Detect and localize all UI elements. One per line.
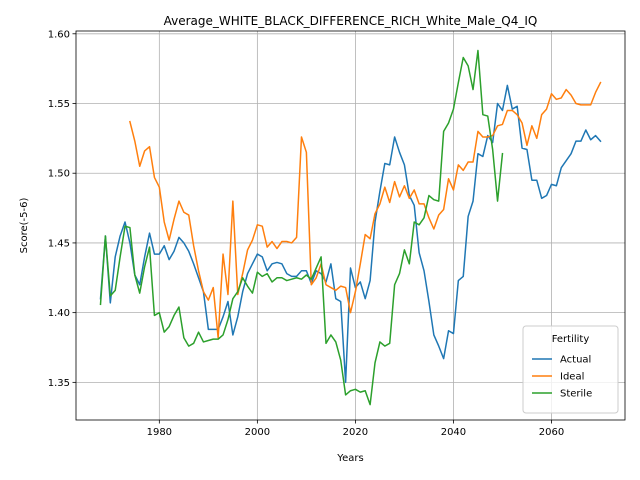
x-tick-label: 2060 [539, 427, 564, 438]
x-tick-label: 2020 [343, 427, 368, 438]
y-axis: 1.35 1.40 1.45 1.50 1.55 1.60 [48, 29, 76, 389]
x-tick-label: 2000 [245, 427, 270, 438]
y-tick-label: 1.35 [48, 378, 70, 389]
x-axis: 1980 2000 2020 2040 2060 [147, 420, 564, 438]
y-tick-label: 1.60 [48, 29, 70, 40]
series-line-actual [99, 84, 602, 384]
x-axis-label: Years [336, 453, 363, 464]
chart-title: Average_WHITE_BLACK_DIFFERENCE_RICH_Whit… [164, 14, 538, 28]
legend-label-ideal: Ideal [560, 372, 584, 383]
series-layer [99, 49, 602, 406]
legend-label-sterile: Sterile [560, 389, 592, 400]
legend-label-actual: Actual [560, 355, 591, 366]
series-line-sterile [99, 49, 504, 406]
legend-title: Fertility [552, 334, 590, 345]
y-tick-label: 1.50 [48, 169, 70, 180]
legend: Fertility Actual Ideal Sterile [522, 325, 619, 414]
legend-entries: Actual Ideal Sterile [532, 355, 592, 400]
y-tick-label: 1.55 [48, 99, 70, 110]
y-axis-label: Score(-5-6) [19, 198, 30, 254]
y-tick-label: 1.40 [48, 308, 70, 319]
x-tick-label: 1980 [147, 427, 172, 438]
plot-frame [75, 30, 626, 421]
y-tick-label: 1.45 [48, 238, 70, 249]
legend-box [522, 325, 619, 414]
series-line-ideal [129, 81, 602, 339]
x-tick-label: 2040 [441, 427, 466, 438]
